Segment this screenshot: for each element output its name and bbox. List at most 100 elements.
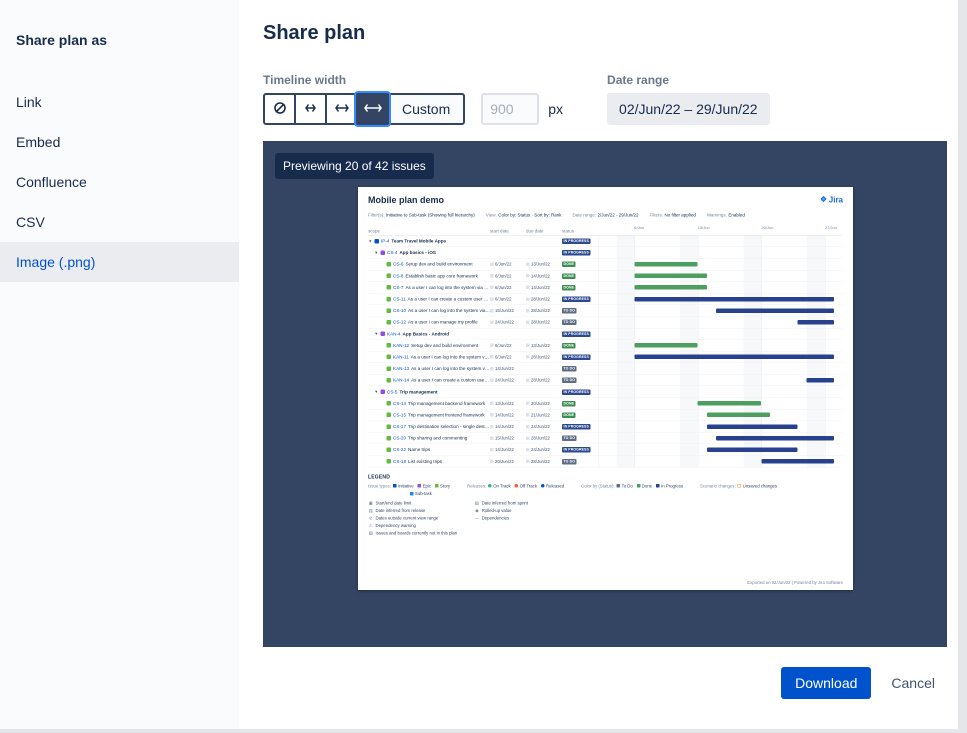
legend-item: Epic	[417, 483, 431, 488]
issue-key: CS-15	[392, 412, 406, 418]
status-badge: DONE	[561, 400, 576, 407]
plan-meta-value: Color by: Status · Sort by: Rank	[497, 212, 562, 218]
legend-item: Done	[636, 483, 652, 488]
date-inferred-icon	[489, 285, 493, 290]
page-title: Share plan	[263, 22, 366, 44]
plan-legend: LEGEND Issue types: Initiative Epic Story Re…	[368, 474, 843, 536]
date-text: 28/Jun/22	[530, 296, 550, 302]
row-name: CS-15 Trip management frontend framework	[368, 412, 490, 417]
status-badge: IN PROGRESS	[561, 389, 590, 395]
initiative-icon	[392, 484, 396, 488]
row-timeline	[598, 363, 843, 374]
story-icon	[386, 377, 391, 383]
row-timeline	[598, 328, 843, 339]
row-start-date: 14/Jun/22	[489, 366, 526, 371]
legend-group: Scenario changes: Unsaved changes	[700, 483, 781, 488]
custom-width-input[interactable]	[481, 93, 540, 125]
timeline-width-medium-button[interactable]	[325, 93, 358, 125]
plan-meta: Filter(s): Initiative to Sub-task (Showin…	[368, 213, 843, 218]
legend-note-label: Dependencies	[481, 515, 509, 521]
date-text: 28/Jun/22	[530, 354, 550, 360]
sidebar-item-csv[interactable]: CSV	[16, 214, 45, 230]
legend-group: Releases: On Track Off Track Released	[467, 483, 568, 488]
sidebar-item-embed[interactable]: Embed	[16, 134, 61, 150]
row-status: IN PROGRESS	[561, 424, 598, 430]
weekend-band	[616, 235, 635, 468]
row-status: TO DO	[561, 308, 598, 314]
gridline	[697, 235, 699, 468]
plan-rows: ▾ IP-4 Team Travel Mobile Apps IN PROGRESS ▾…	[367, 235, 843, 468]
initiative-icon	[374, 238, 379, 244]
row-start-date: 6/Jun/22	[489, 262, 526, 267]
plan-meta-label: Date range:	[572, 212, 596, 218]
download-button[interactable]: Download	[781, 667, 872, 699]
timeline-width-wide-button[interactable]	[356, 93, 389, 125]
row-status: IN PROGRESS	[561, 389, 598, 395]
dependency-warning-icon: ⚠	[368, 522, 373, 528]
date-inferred-icon	[489, 262, 493, 266]
timeline-width-custom-button[interactable]: Custom	[387, 93, 466, 125]
column-start-date: start date	[489, 228, 509, 234]
row-due-date: 24/Jun/22	[525, 447, 562, 452]
plan-meta-label: Filter(s):	[367, 212, 385, 218]
legend-note-label: Date inferred from release	[375, 508, 425, 514]
status-badge: IN PROGRESS	[561, 238, 590, 245]
issue-summary: Establish basic app core framework	[404, 273, 478, 279]
epic-icon	[380, 389, 385, 395]
story-icon	[386, 354, 391, 360]
dependencies-icon: —	[474, 515, 479, 521]
timeline-width-fit-button[interactable]	[263, 93, 296, 125]
issue-key: CS-10	[392, 308, 406, 314]
cancel-button[interactable]: Cancel	[879, 667, 947, 699]
plan-row: KAN-14 As a user I can create a custom us…	[367, 375, 843, 387]
px-unit-label: px	[548, 101, 564, 117]
story-icon	[386, 343, 391, 348]
plan-row: CS-10 As a user I can log into the system…	[367, 305, 843, 317]
issue-summary: As a user I can log into the system via …	[410, 354, 489, 360]
date-text: 6/Jun/22	[494, 354, 511, 360]
issue-summary: As a user I can create a custom user pro…	[410, 377, 490, 383]
row-start-date: 24/Jun/22	[489, 320, 526, 325]
issue-summary: Trip destination selection - single dest…	[407, 424, 490, 430]
legend-title: LEGEND	[367, 474, 390, 480]
row-timeline	[598, 398, 843, 409]
sidebar-item-link[interactable]: Link	[16, 94, 42, 110]
plan-row: KAN-13 As a user I can log into the syste…	[367, 363, 843, 375]
date-inferred-icon	[489, 459, 493, 464]
sidebar-item-confluence[interactable]: Confluence	[16, 174, 87, 190]
date-range-value-button[interactable]: 02/Jun/22 – 29/Jun/22	[607, 93, 770, 125]
plan-meta-label: Warnings:	[706, 212, 727, 218]
issue-key: CS-18	[392, 458, 406, 464]
row-name: CS-6 Setup dev and build environment	[368, 262, 490, 267]
plan-row: CS-14 Trip management backend framework 13…	[367, 398, 843, 410]
sidebar-item-image-png[interactable]: Image (.png)	[0, 242, 239, 282]
gantt-bar	[633, 285, 707, 290]
date-inferred-icon	[489, 343, 493, 348]
plan-row: KAN-12 Setup dev and build environment 6/J…	[367, 340, 843, 352]
date-range-label: Date range	[607, 73, 670, 87]
row-start-date: 6/Jun/22	[489, 354, 526, 360]
plan-title: Mobile plan demo	[367, 195, 444, 205]
date-text: 28/Jun/22	[530, 319, 550, 325]
status-todo-swatch	[616, 484, 620, 488]
row-timeline	[598, 236, 843, 247]
gantt-bar	[633, 343, 698, 348]
gantt-bar	[706, 447, 798, 452]
legend-group-label: Issue types:	[367, 483, 391, 489]
plan-meta-value: No filter applied	[664, 212, 696, 218]
narrow-width-icon	[305, 102, 316, 117]
row-due-date: 14/Jun/22	[525, 273, 562, 278]
timeline-width-narrow-button[interactable]	[294, 93, 327, 125]
date-text: 6/Jun/22	[494, 273, 511, 279]
timeline-width-button-group: Custom	[263, 93, 466, 125]
legend-note-label: Rolled-up value	[481, 508, 512, 514]
story-icon	[386, 308, 391, 313]
issue-key: CS-5	[386, 389, 397, 395]
sidebar-items: Link Embed Confluence CSV Image (.png)	[0, 82, 239, 282]
issue-key: CS-11	[392, 296, 406, 302]
legend-item: Story	[434, 483, 450, 488]
issue-key: IP-4	[380, 238, 389, 244]
legend-groups: Issue types: Initiative Epic Story Releases:…	[368, 483, 843, 496]
row-start-date: 14/Jun/22	[489, 424, 526, 429]
row-status: IN PROGRESS	[561, 354, 598, 360]
